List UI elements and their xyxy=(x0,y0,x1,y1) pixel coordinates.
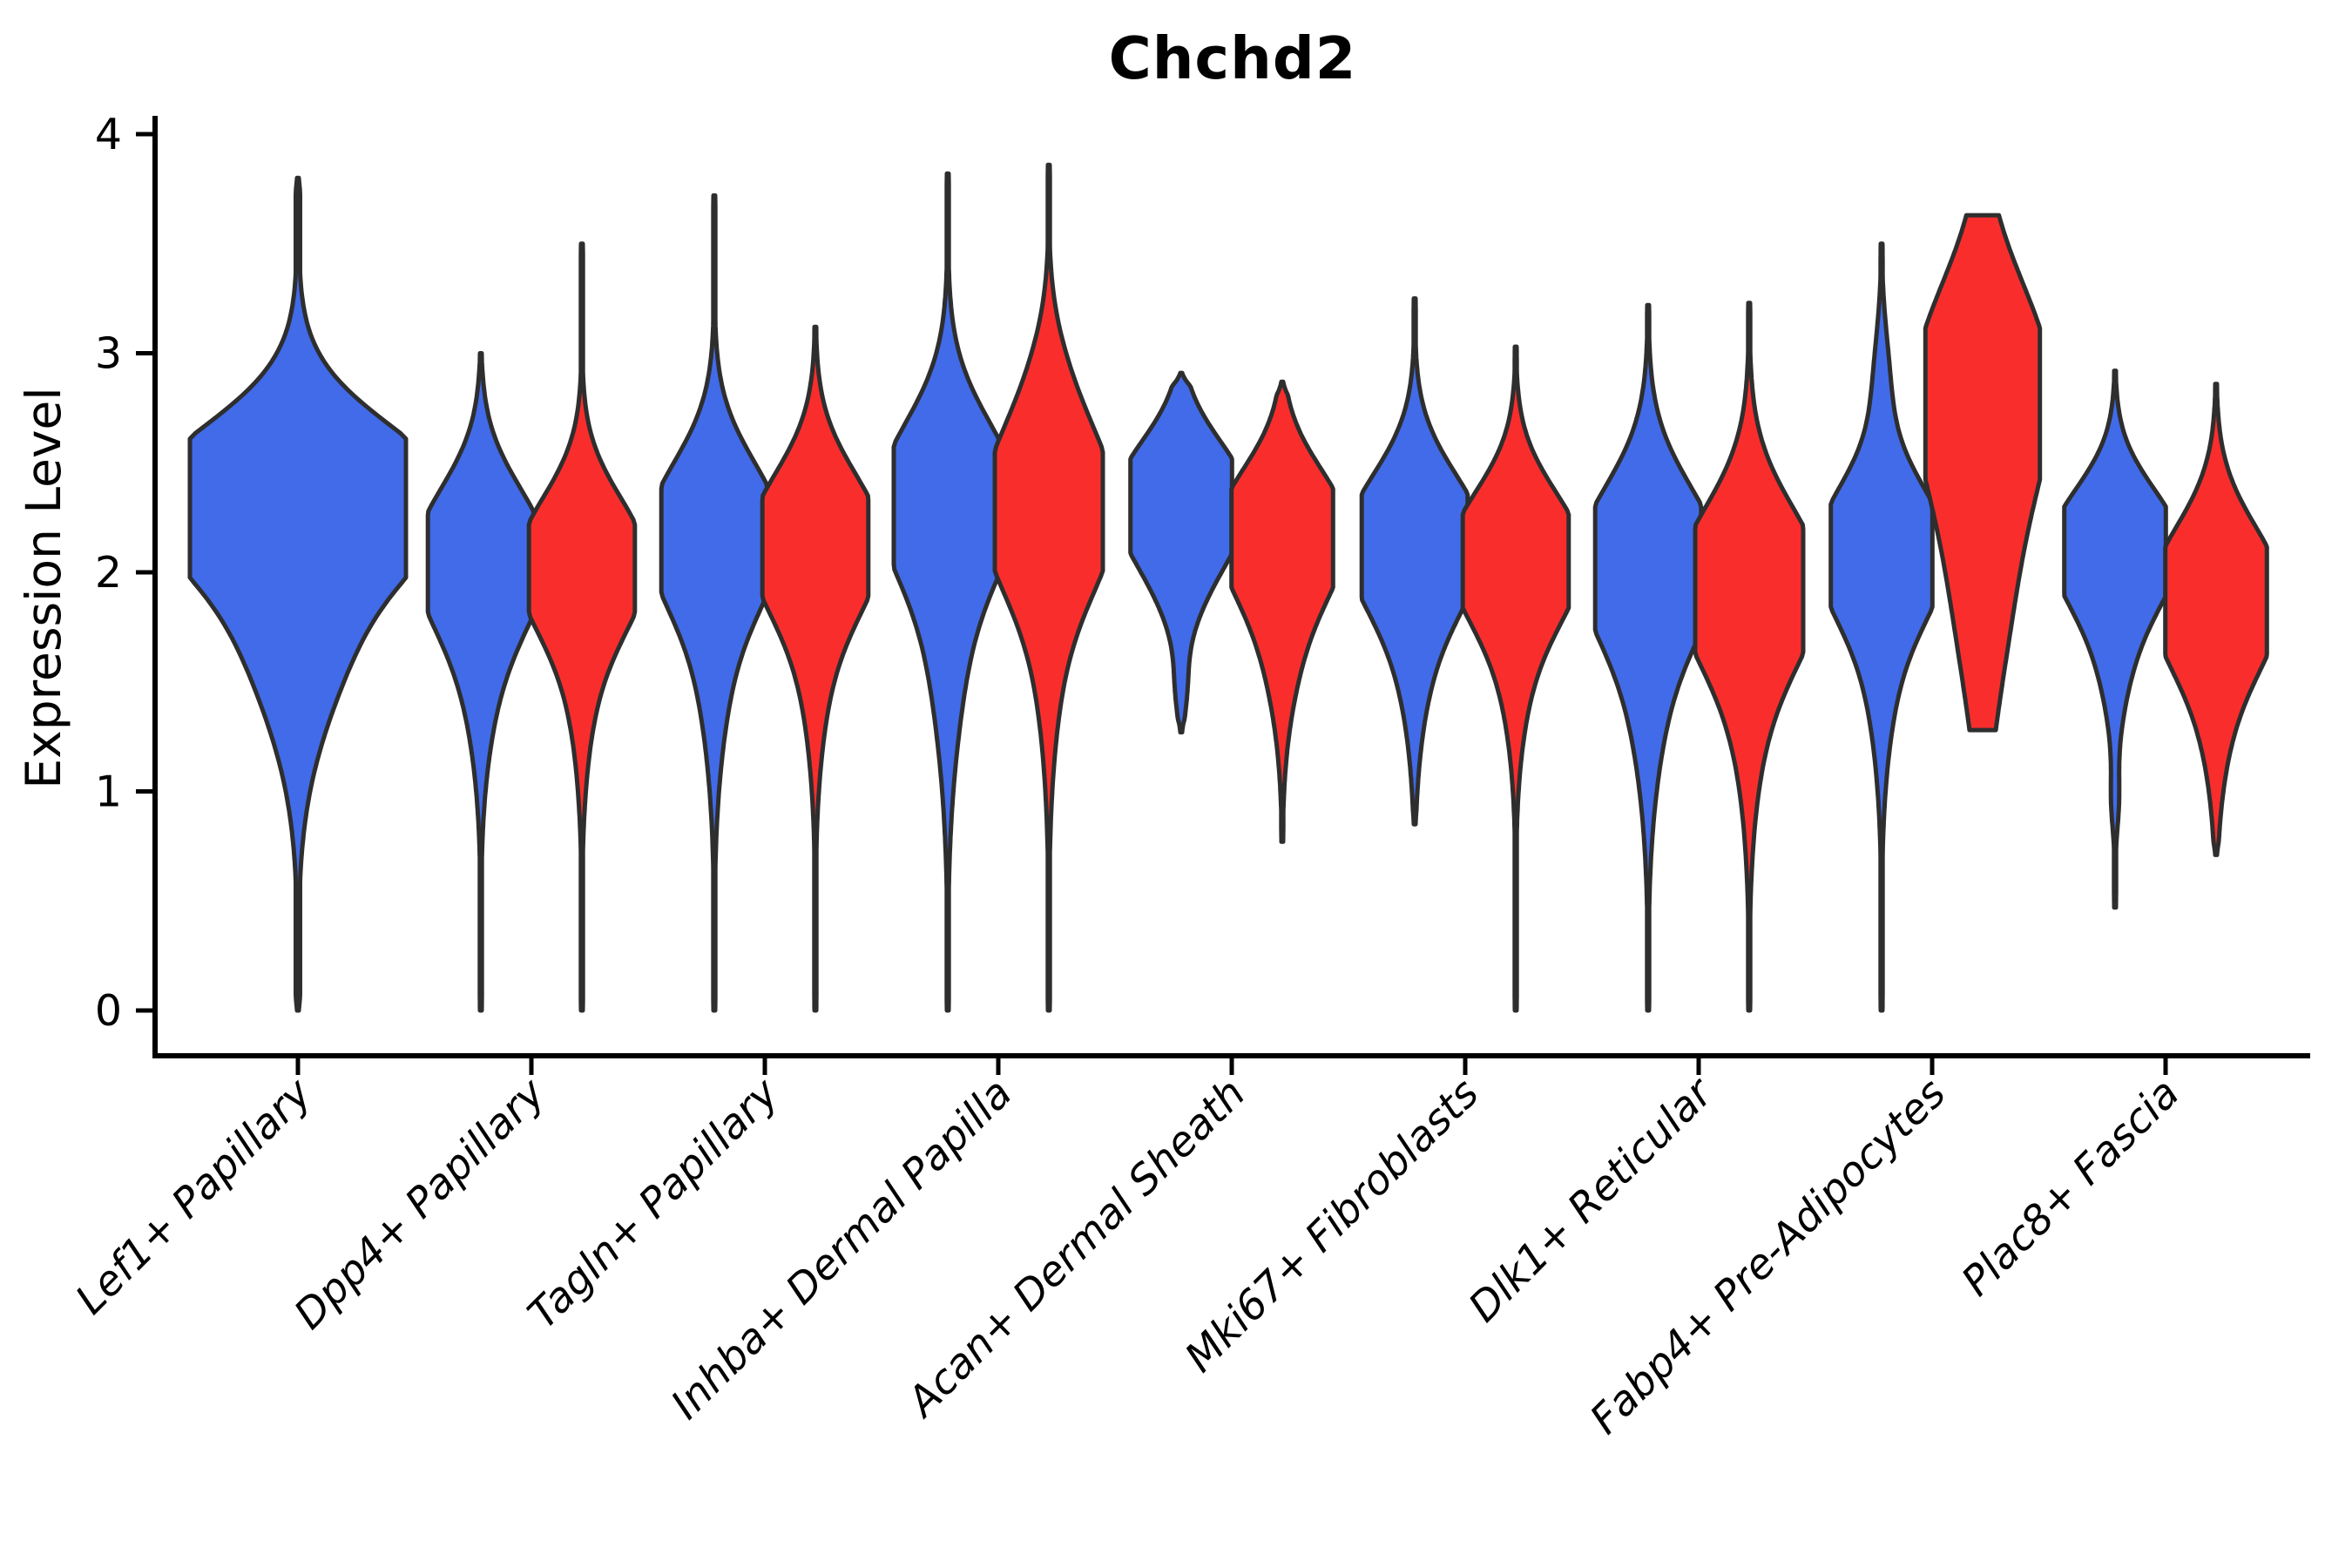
y-tick-label: 2 xyxy=(95,548,122,598)
y-tick-label: 3 xyxy=(95,329,122,379)
y-tick-label: 1 xyxy=(95,767,122,817)
x-tick-label-tagln-papillary: Tagln+ Papillary xyxy=(519,1069,789,1339)
y-axis-label: Expression Level xyxy=(16,387,71,789)
violin-dpp4-papillary-red xyxy=(526,241,638,1013)
violin-tagln-papillary-red xyxy=(760,324,871,1013)
violins-group xyxy=(187,162,2269,1013)
violin-inhba-dermal-papilla-red xyxy=(992,162,1105,1013)
violin-fabp4-pre-adipocytes-blue xyxy=(1828,241,1935,1013)
x-tick-label-dlk1-reticular: Dlk1+ Reticular xyxy=(1460,1068,1724,1332)
violin-plac8-fascia-blue xyxy=(2062,368,2168,910)
x-tick-label-plac8-fascia: Plac8+ Fascia xyxy=(1952,1070,2188,1306)
violin-fabp4-pre-adipocytes-red xyxy=(1923,213,2043,733)
violin-acan-dermal-sheath-blue xyxy=(1128,370,1234,735)
violin-dlk1-reticular-blue xyxy=(1592,302,1704,1013)
page-title: Chchd2 xyxy=(1108,24,1357,92)
violin-tagln-papillary-blue xyxy=(659,193,770,1013)
violin-acan-dermal-sheath-red xyxy=(1229,379,1335,844)
y-tick-label: 4 xyxy=(95,110,122,159)
y-tick-label: 0 xyxy=(95,986,122,1036)
violin-lef1-papillary-single xyxy=(187,175,409,1013)
violin-dlk1-reticular-red xyxy=(1693,301,1806,1013)
violin-mki67-fibroblasts-blue xyxy=(1359,296,1470,827)
x-tick-label-dpp4-papillary: Dpp4+ Papillary xyxy=(285,1069,555,1339)
violin-mki67-fibroblasts-red xyxy=(1460,344,1571,1013)
violin-inhba-dermal-papilla-blue xyxy=(891,171,1004,1013)
x-tick-label-lef1-papillary: Lef1+ Papillary xyxy=(66,1069,321,1324)
violin-dpp4-papillary-blue xyxy=(425,351,537,1013)
violin-plac8-fascia-red xyxy=(2163,382,2269,857)
